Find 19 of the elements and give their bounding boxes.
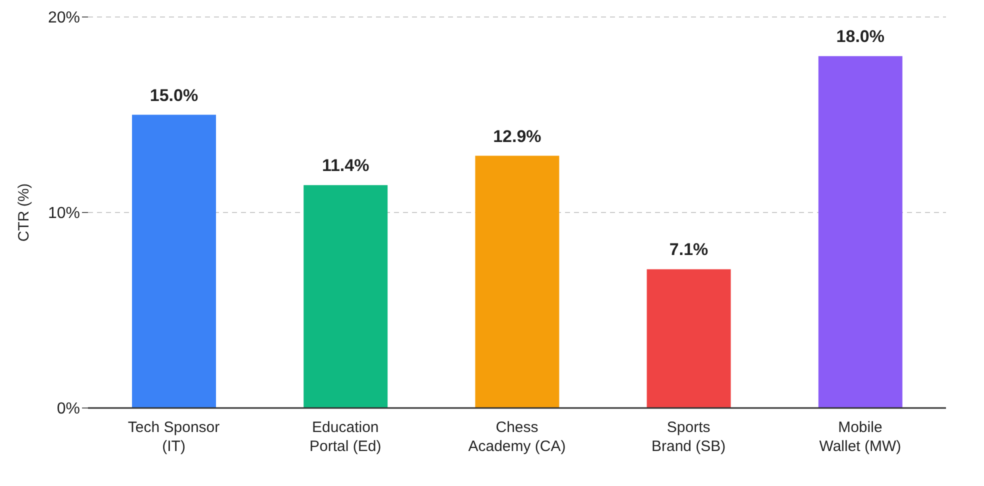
- data-label: 15.0%: [150, 86, 198, 105]
- bar: [646, 269, 731, 408]
- y-tick-label: 10%: [48, 205, 80, 222]
- data-label: 12.9%: [493, 126, 542, 146]
- y-tick-label: 0%: [56, 400, 80, 418]
- x-tick-label: Tech Sponsor (IT): [128, 419, 220, 455]
- data-label: 7.1%: [669, 240, 708, 260]
- data-label: 11.4%: [322, 156, 370, 176]
- bar: [132, 114, 216, 408]
- x-tick-label: Mobile Wallet (MW): [819, 419, 902, 455]
- bar: [304, 185, 388, 408]
- data-label: 18.0%: [836, 27, 884, 46]
- x-tick-label: Sports Brand (SB): [652, 419, 726, 455]
- bar: [475, 156, 560, 408]
- bar: [818, 56, 902, 408]
- y-tick-label: 20%: [48, 10, 80, 27]
- x-tick-label: Chess Academy (CA): [468, 419, 566, 455]
- y-axis-title: CTR (%): [15, 183, 32, 242]
- x-tick-label: Education Portal (Ed): [310, 419, 382, 455]
